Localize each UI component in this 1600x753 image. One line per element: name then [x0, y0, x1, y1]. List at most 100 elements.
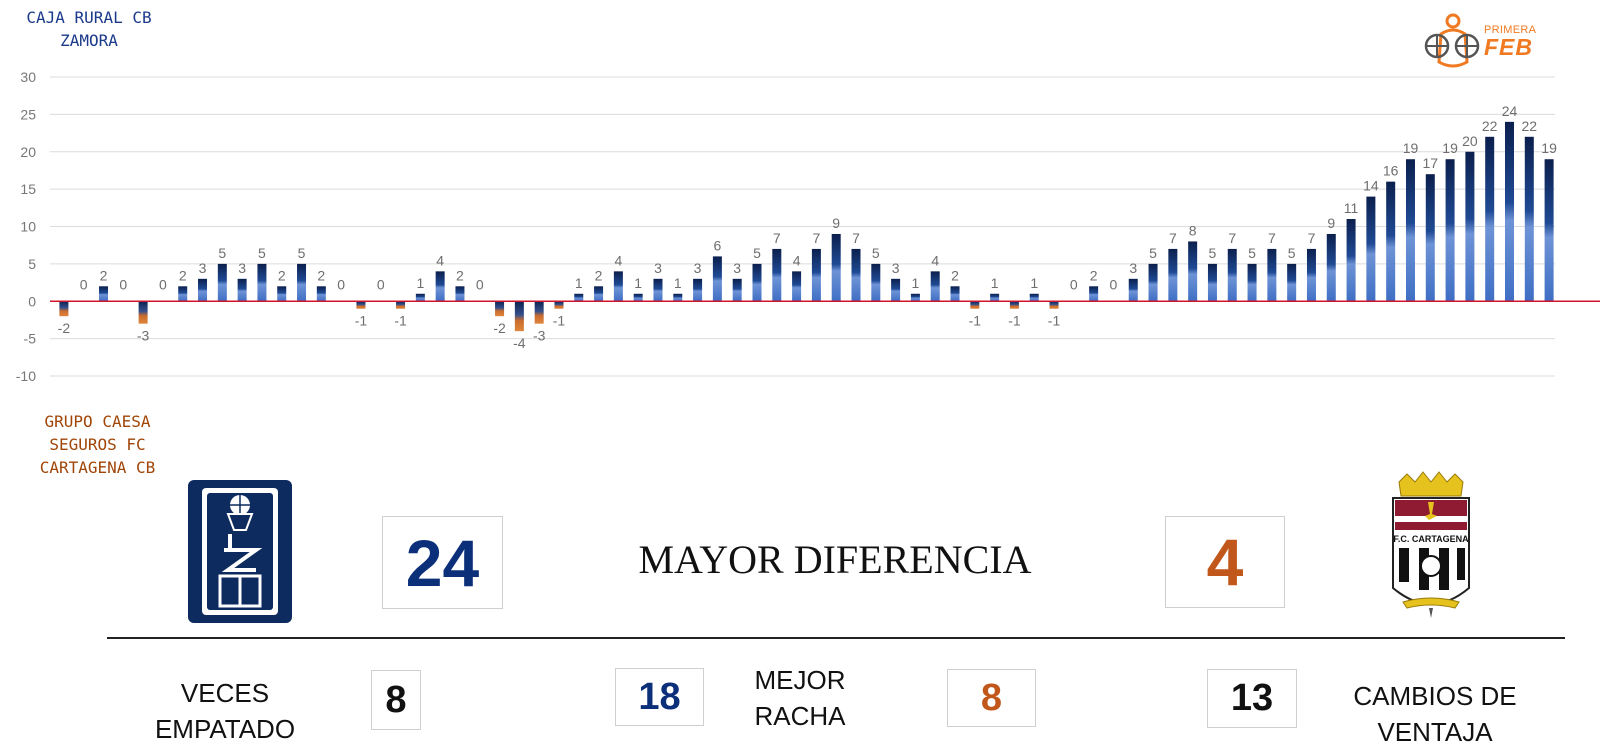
bar [910, 293, 920, 302]
bar-value-label: 1 [1030, 275, 1038, 291]
bar-value-label: -3 [533, 328, 546, 344]
bar-value-label: -1 [355, 313, 368, 329]
max-diff-home-value: 24 [382, 516, 503, 609]
bar [1445, 159, 1455, 302]
bar-value-label: -3 [137, 328, 150, 344]
bar-value-label: 19 [1541, 140, 1557, 156]
bar-value-label: 0 [119, 276, 127, 292]
bar [1386, 181, 1396, 302]
bar [1188, 241, 1198, 302]
bar-value-label: 5 [218, 245, 226, 261]
bar-value-label: 5 [1149, 245, 1157, 261]
bar-value-label: 5 [1248, 245, 1256, 261]
bar [653, 278, 663, 302]
bar [59, 301, 69, 317]
bar [198, 278, 208, 302]
bar [772, 248, 782, 302]
lead-changes-label: CAMBIOS DE VENTAJA [1353, 681, 1517, 747]
bar-value-label: -1 [394, 313, 407, 329]
bar [970, 301, 980, 309]
bar-value-label: 1 [674, 275, 682, 291]
bar [594, 286, 604, 302]
bar-value-label: 6 [713, 237, 721, 253]
ties-label: VECES EMPATADO [154, 678, 296, 744]
bar-value-label: 4 [614, 252, 622, 268]
y-tick-label: -10 [16, 368, 36, 384]
bar-value-label: 4 [931, 252, 939, 268]
bar [633, 293, 643, 302]
bar [138, 301, 148, 324]
bar-value-label: -2 [493, 320, 506, 336]
bar-value-label: 22 [1482, 118, 1498, 134]
bar [1326, 233, 1336, 302]
bar-value-label: 1 [634, 275, 642, 291]
bar-value-label: -4 [513, 335, 526, 351]
bar [1544, 159, 1554, 302]
bar-value-label: 7 [773, 230, 781, 246]
bar-value-label: 3 [892, 260, 900, 276]
bar-value-label: 5 [1209, 245, 1217, 261]
lead-changes-value: 13 [1207, 669, 1297, 728]
bar-value-label: -1 [553, 313, 566, 329]
bar-value-label: 5 [258, 245, 266, 261]
bar-value-label: 7 [852, 230, 860, 246]
y-tick-label: -5 [24, 331, 37, 347]
bar-value-label: 14 [1363, 178, 1379, 194]
bar [297, 263, 307, 302]
club-crest-icon: F.C. CARTAGENA [1392, 471, 1470, 618]
bar [1029, 293, 1039, 302]
divider-line [107, 637, 1565, 639]
bar-value-label: -1 [1008, 313, 1021, 329]
bar-value-label: 7 [813, 230, 821, 246]
bar-value-label: 0 [337, 276, 345, 292]
bar-value-label: 20 [1462, 133, 1478, 149]
bar-value-label: 2 [317, 267, 325, 283]
league-primera-text: PRIMERA [1484, 24, 1537, 36]
bar-value-label: 1 [912, 275, 920, 291]
league-logo: PRIMERA FEB [1415, 12, 1565, 70]
bar [415, 293, 425, 302]
bar [891, 278, 901, 302]
bar [316, 286, 326, 302]
y-tick-label: 25 [20, 106, 36, 122]
bar [435, 271, 445, 302]
bar [851, 248, 861, 302]
bar-value-label: 2 [595, 267, 603, 283]
bar-value-label: 4 [793, 252, 801, 268]
bar [811, 248, 821, 302]
max-diff-label: MAYOR DIFERENCIA [638, 537, 1032, 582]
bar-value-label: -2 [58, 320, 71, 336]
bar-value-label: 22 [1522, 118, 1538, 134]
bar-value-label: 2 [951, 267, 959, 283]
bar [831, 233, 841, 302]
bar-value-label: 5 [753, 245, 761, 261]
bar [930, 271, 940, 302]
bar [1287, 263, 1297, 302]
bar [277, 286, 287, 302]
bar [514, 301, 524, 332]
bar-value-label: 9 [832, 215, 840, 231]
bar-value-label: 7 [1268, 230, 1276, 246]
bar-value-label: 0 [377, 276, 385, 292]
bar [1366, 196, 1376, 302]
bar [1009, 301, 1019, 309]
bar [1306, 248, 1316, 302]
bar-value-label: 5 [1288, 245, 1296, 261]
bar [396, 301, 406, 309]
bar [712, 256, 722, 302]
ties-value: 8 [371, 670, 421, 730]
bar [99, 286, 109, 302]
bar [792, 271, 802, 302]
bar [1089, 286, 1099, 302]
away-team-logo: F.C. CARTAGENA [1385, 470, 1477, 622]
y-tick-label: 30 [20, 69, 36, 85]
bar [237, 278, 247, 302]
home-team-name: CAJA RURAL CB ZAMORA [26, 8, 152, 50]
bar-value-label: 2 [179, 267, 187, 283]
bar-value-label: 0 [159, 276, 167, 292]
max-diff-away-value: 4 [1165, 516, 1285, 608]
bar-value-label: 0 [1110, 276, 1118, 292]
bar [257, 263, 267, 302]
league-feb-text: FEB [1484, 34, 1533, 60]
